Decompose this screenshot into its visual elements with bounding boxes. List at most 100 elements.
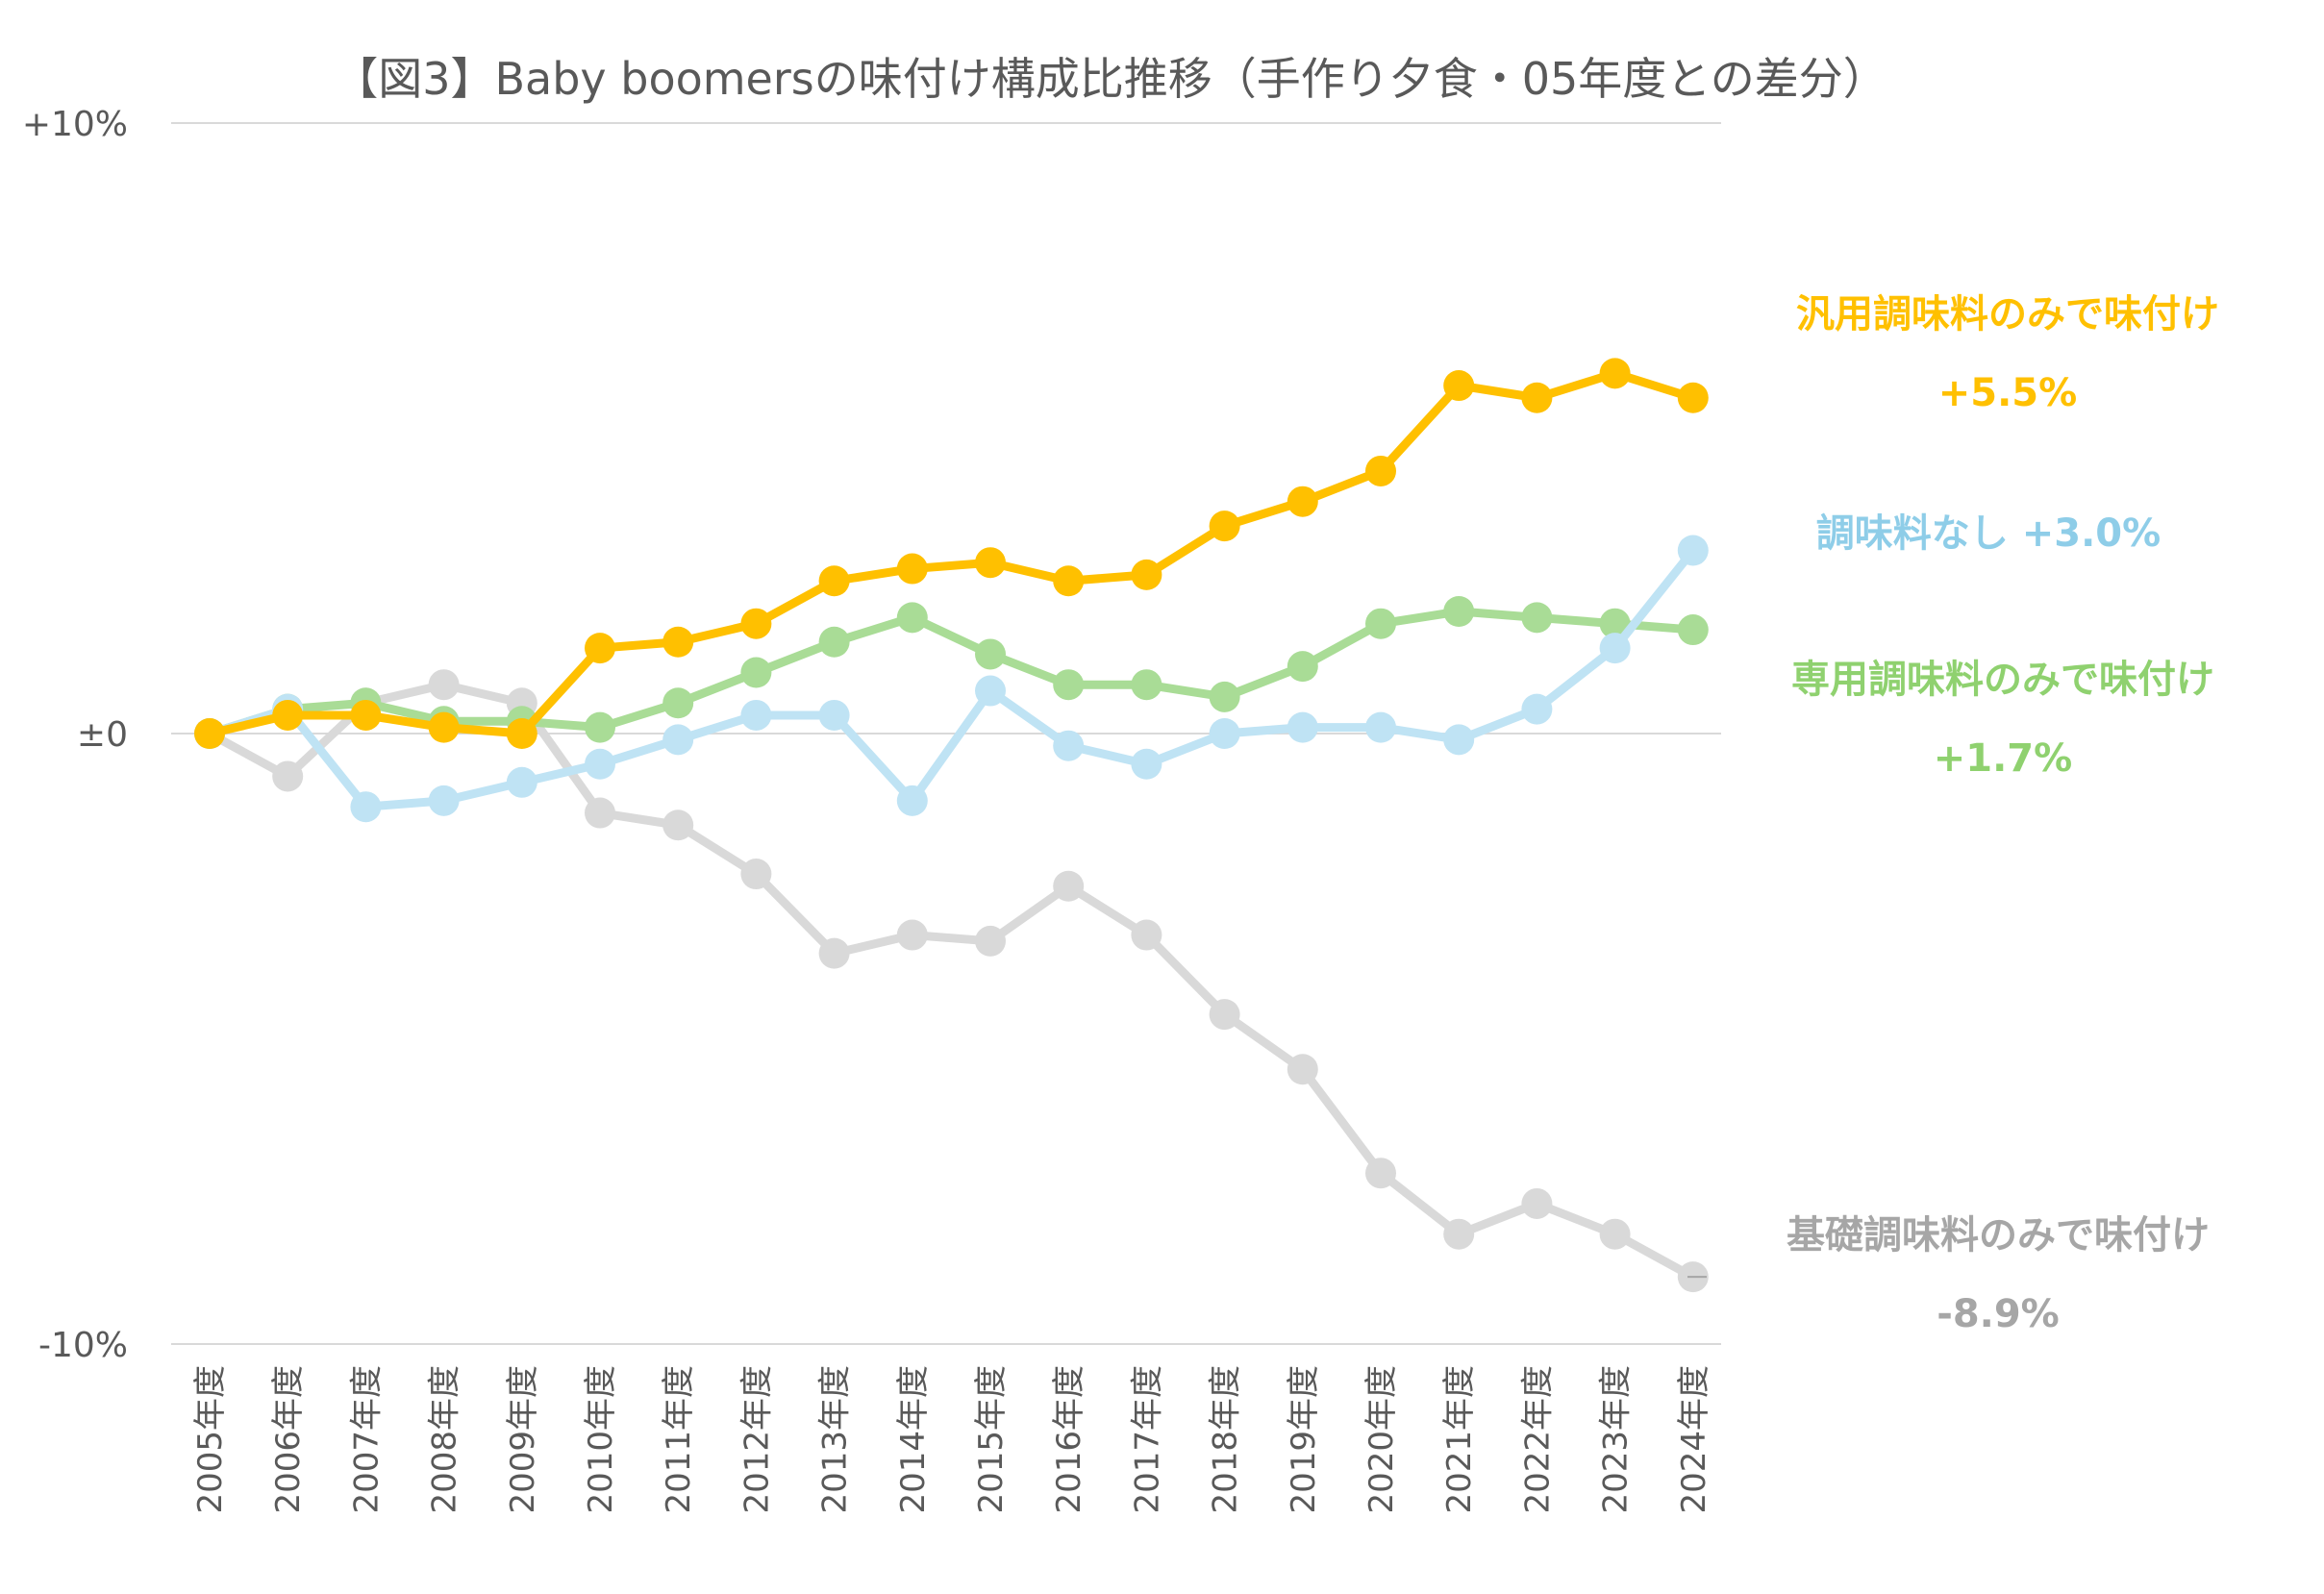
- data-point: [428, 785, 460, 816]
- series-3: [194, 358, 1709, 749]
- x-tick-label: 2020年度: [1362, 1365, 1401, 1514]
- series-line: [205, 680, 1698, 1282]
- data-point: [1287, 651, 1318, 683]
- data-point: [1443, 724, 1475, 756]
- x-tick-label: 2007年度: [347, 1365, 386, 1514]
- data-point: [1521, 602, 1553, 634]
- x-tick-label: 2010年度: [582, 1365, 620, 1514]
- grid-lines: [171, 122, 1721, 1345]
- data-point: [194, 718, 225, 749]
- data-point: [1365, 455, 1396, 486]
- data-point: [1209, 681, 1240, 712]
- data-point: [428, 669, 460, 701]
- data-point: [350, 699, 382, 731]
- data-point: [1131, 748, 1162, 780]
- data-point: [662, 626, 694, 658]
- data-point: [896, 553, 928, 585]
- x-tick-label: 2006年度: [269, 1365, 308, 1514]
- data-point: [662, 724, 694, 756]
- data-point: [1131, 919, 1162, 951]
- data-point: [1287, 1054, 1318, 1085]
- data-point: [740, 859, 772, 890]
- series-2: [194, 535, 1709, 823]
- data-point: [350, 791, 382, 823]
- y-tick-label: ±0: [77, 715, 128, 755]
- data-point: [818, 699, 850, 731]
- data-point: [1287, 486, 1318, 517]
- data-point: [896, 602, 928, 634]
- series-final-value-label: -8.9%: [1937, 1292, 2060, 1336]
- data-point: [818, 937, 850, 969]
- data-point: [585, 797, 615, 829]
- data-point: [1443, 596, 1475, 627]
- x-tick-label: 2005年度: [191, 1365, 230, 1514]
- data-point: [272, 760, 304, 792]
- data-point: [1365, 1158, 1396, 1189]
- data-point: [1209, 999, 1240, 1031]
- x-tick-label: 2019年度: [1285, 1365, 1323, 1514]
- series-name-label: 専用調味料のみで味付け: [1791, 658, 2214, 702]
- data-point: [1521, 1187, 1553, 1219]
- data-point: [1287, 711, 1318, 743]
- data-point: [506, 718, 537, 749]
- data-point: [1521, 382, 1553, 413]
- data-point: [1443, 1218, 1475, 1250]
- data-point: [506, 766, 537, 798]
- data-point: [585, 748, 615, 780]
- series-final-value-label: +1.7%: [1934, 736, 2072, 781]
- series-annotations: 汎用調味料のみで味付け +5.5% 調味料なし +3.0% 専用調味料のみで味付け +1…: [1687, 292, 2219, 1336]
- data-point: [1209, 511, 1240, 542]
- x-tick-label: 2009年度: [504, 1365, 542, 1514]
- data-point: [1599, 633, 1631, 664]
- x-tick-label: 2021年度: [1440, 1365, 1479, 1514]
- data-point: [1677, 382, 1709, 413]
- data-point: [1677, 535, 1709, 566]
- data-point: [1131, 669, 1162, 701]
- data-point: [272, 699, 304, 731]
- data-point: [662, 809, 694, 841]
- x-tick-label: 2011年度: [660, 1365, 698, 1514]
- data-point: [896, 785, 928, 816]
- y-axis-ticks: +10% ±0 -10%: [22, 105, 128, 1365]
- data-point: [1521, 693, 1553, 725]
- data-point: [585, 633, 615, 664]
- data-point: [896, 919, 928, 951]
- data-point: [818, 565, 850, 597]
- series-0: [194, 669, 1709, 1293]
- data-point: [1443, 370, 1475, 402]
- x-tick-label: 2018年度: [1207, 1365, 1245, 1514]
- x-tick-label: 2017年度: [1128, 1365, 1166, 1514]
- x-tick-label: 2008年度: [426, 1365, 464, 1514]
- x-tick-label: 2013年度: [816, 1365, 855, 1514]
- data-point: [975, 547, 1006, 579]
- data-point: [1365, 711, 1396, 743]
- x-tick-label: 2016年度: [1050, 1365, 1088, 1514]
- data-point: [1053, 669, 1085, 701]
- data-point: [662, 687, 694, 719]
- data-point: [740, 608, 772, 639]
- series-name-label: 汎用調味料のみで味付け: [1796, 292, 2219, 336]
- y-tick-label: +10%: [22, 105, 128, 144]
- data-point: [975, 638, 1006, 670]
- series-final-value-label: +5.5%: [1938, 371, 2077, 415]
- data-point: [1599, 358, 1631, 389]
- data-point: [1599, 1218, 1631, 1250]
- data-point: [1053, 565, 1085, 597]
- data-point: [1053, 870, 1085, 902]
- x-tick-label: 2014年度: [894, 1365, 933, 1514]
- data-point: [1053, 730, 1085, 761]
- data-point: [1599, 608, 1631, 639]
- data-point: [1677, 614, 1709, 646]
- chart-title: 【図3】Baby boomersの味付け構成比推移（手作り夕食・05年度との差分…: [334, 53, 1887, 105]
- data-point: [975, 925, 1006, 957]
- data-point: [975, 675, 1006, 707]
- x-tick-label: 2012年度: [737, 1365, 776, 1514]
- x-tick-label: 2023年度: [1597, 1365, 1636, 1514]
- data-point: [1365, 608, 1396, 639]
- x-tick-label: 2015年度: [972, 1365, 1011, 1514]
- data-point: [740, 657, 772, 688]
- data-point: [585, 711, 615, 743]
- data-point: [818, 626, 850, 658]
- x-axis-ticks: 2005年度 2006年度 2007年度 2008年度 2009年度 2010年度 2011…: [191, 1365, 1713, 1514]
- data-point: [1209, 718, 1240, 749]
